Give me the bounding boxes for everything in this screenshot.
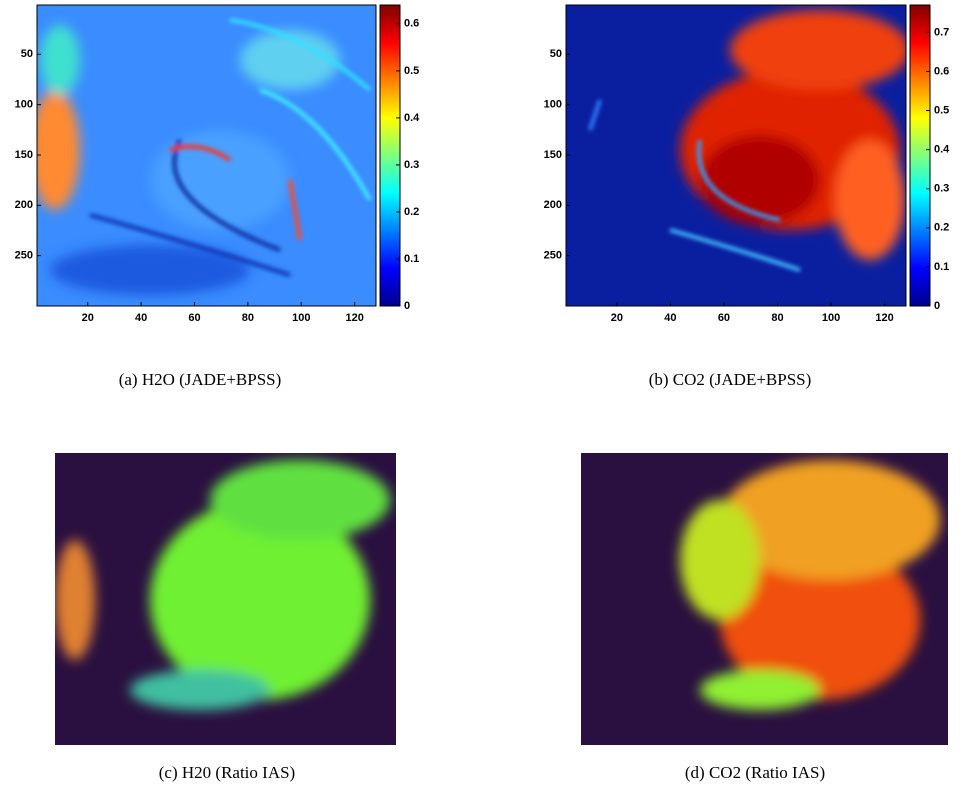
caption: (a) H2O (JADE+BPSS): [119, 370, 282, 389]
photo-image: [55, 453, 396, 745]
x-tick-label: 40: [664, 312, 676, 324]
colorbar-tick-label: 0.6: [404, 18, 419, 30]
x-tick-label: 100: [292, 312, 310, 324]
colorbar-tick-label: 0.1: [404, 253, 419, 265]
x-tick-label: 80: [771, 312, 783, 324]
colorbar-tick-label: 0.3: [404, 159, 419, 171]
colorbar-tick-label: 0.5: [934, 104, 949, 116]
y-tick-label: 50: [550, 48, 562, 60]
y-tick-label: 100: [15, 99, 33, 111]
colorbar-tick-label: 0.5: [404, 65, 419, 77]
colorbar-tick-label: 0.2: [404, 206, 419, 218]
x-tick-label: 40: [135, 312, 147, 324]
x-tick-label: 20: [82, 312, 94, 324]
x-tick-label: 120: [875, 312, 893, 324]
x-tick-label: 20: [611, 312, 623, 324]
colorbar-tick-label: 0.4: [934, 144, 950, 156]
x-tick-label: 80: [242, 312, 254, 324]
plot-frame: [36, 4, 377, 307]
y-tick-label: 100: [544, 99, 562, 111]
y-tick-label: 250: [544, 250, 562, 262]
heatmap-image: [566, 5, 906, 306]
y-tick-label: 150: [15, 149, 33, 161]
colorbar-tick-label: 0.2: [934, 222, 949, 234]
y-tick-label: 50: [21, 48, 33, 60]
colorbar-tick-label: 0.6: [934, 65, 949, 77]
colorbar-tick-label: 0.1: [934, 261, 949, 273]
caption: (d) CO2 (Ratio IAS): [685, 763, 825, 782]
y-tick-label: 150: [544, 149, 562, 161]
y-tick-label: 200: [544, 199, 562, 211]
caption: (b) CO2 (JADE+BPSS): [649, 370, 812, 389]
x-tick-label: 60: [188, 312, 200, 324]
colorbar: [909, 4, 931, 307]
caption: (c) H20 (Ratio IAS): [159, 763, 295, 782]
y-tick-label: 250: [15, 250, 33, 262]
photo-image: [581, 453, 948, 745]
colorbar-tick-label: 0.4: [404, 112, 420, 124]
heatmap-image: [37, 5, 376, 306]
colorbar-tick-label: 0: [404, 300, 410, 312]
y-tick-label: 200: [15, 199, 33, 211]
colorbar: [379, 4, 401, 307]
colorbar-tick-label: 0.3: [934, 183, 949, 195]
x-tick-label: 60: [718, 312, 730, 324]
colorbar-tick-label: 0.7: [934, 26, 949, 38]
x-tick-label: 100: [822, 312, 840, 324]
x-tick-label: 120: [345, 312, 363, 324]
colorbar-tick-label: 0: [934, 300, 940, 312]
plot-frame: [565, 4, 907, 307]
